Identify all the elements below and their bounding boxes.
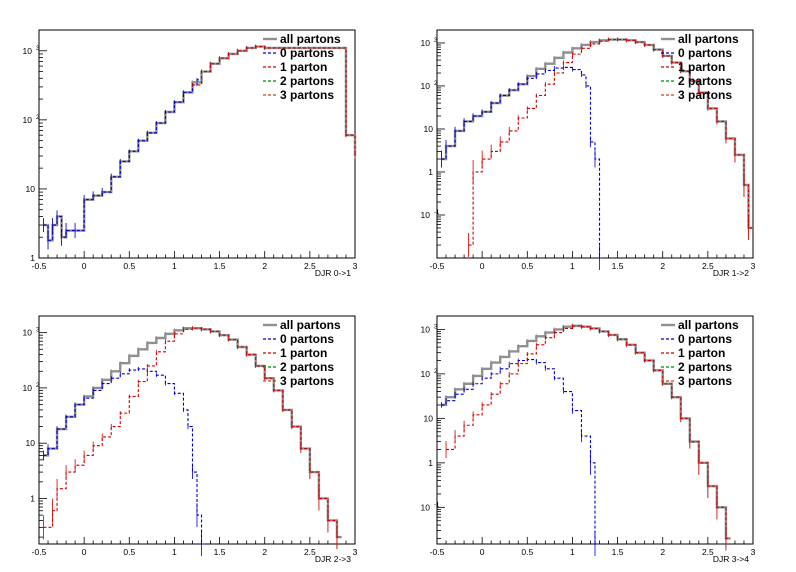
y-tick-label: 10 [421,324,431,334]
y-tick-label: 10 [424,413,434,423]
series-line [446,325,731,539]
legend-entry: 1 parton [678,60,725,74]
x-tick-label: 1.5 [214,261,226,271]
series-line [192,46,356,156]
y-tick-label: 1 [428,167,433,177]
y-tick-exponent: 3 [434,38,438,44]
legend-entry: all partons [678,32,739,46]
x-tick-label: 2.5 [702,261,714,271]
x-tick-label: 0 [480,261,485,271]
x-tick-label: 1.5 [612,547,624,557]
legend-entry: 1 parton [280,346,327,360]
y-tick-label: 10 [421,210,431,220]
series-line [43,79,202,241]
y-tick-label: 10 [421,81,431,91]
y-tick-exponent: 2 [36,383,40,389]
y-tick-exponent: 3 [36,328,40,334]
x-tick-label: 0 [480,547,485,557]
x-axis-label: DJR 1->2 [713,268,749,278]
x-axis-label: DJR 3->4 [713,554,749,564]
legend-entry: 3 partons [280,374,334,388]
y-tick-label: 10 [424,124,434,134]
y-tick-label: 1 [30,493,35,503]
x-tick-label: 2 [660,547,665,557]
y-tick-label: 1 [30,253,35,263]
y-tick-label: 10 [23,328,33,338]
x-tick-label: 3 [353,547,358,557]
legend-entry: all partons [280,32,341,46]
legend-entry: 1 parton [280,60,327,74]
x-tick-label: 0.5 [123,547,135,557]
legend-entry: all partons [678,318,739,332]
x-tick-label: 1 [570,547,575,557]
x-tick-label: 2.5 [702,547,714,557]
x-tick-label: -0.5 [430,547,445,557]
x-tick-label: -0.5 [32,261,47,271]
plot-frame [38,29,356,259]
y-tick-label: 10 [421,369,431,379]
y-tick-label: 1 [428,458,433,468]
legend-entry: 2 partons [678,74,732,88]
y-tick-label: 10 [23,383,33,393]
series-line [441,66,605,259]
y-tick-exponent: 2 [434,81,438,87]
x-tick-label: 0.5 [521,261,533,271]
y-tick-label: 10 [26,184,36,194]
legend-entry: 2 partons [280,360,334,374]
y-tick-exponent: 3 [434,324,438,330]
x-tick-label: 1 [570,261,575,271]
y-tick-exponent: 3 [36,46,40,52]
x-tick-label: 0 [82,547,87,557]
y-tick-label: 10 [421,38,431,48]
x-tick-label: 2 [660,261,665,271]
x-tick-label: 3 [353,261,358,271]
legend-entry: 1 parton [678,346,725,360]
legend-entry: all partons [280,318,341,332]
legend-entry: 0 partons [280,46,334,60]
x-axis-label: DJR 2->3 [315,554,351,564]
x-tick-label: 1.5 [214,547,226,557]
x-tick-label: 0.5 [123,261,135,271]
x-tick-label: -0.5 [430,261,445,271]
y-tick-label: 10 [23,115,33,125]
x-tick-label: 1 [172,547,177,557]
x-tick-label: 0.5 [521,547,533,557]
x-tick-label: 2.5 [304,547,316,557]
legend-entry: 3 partons [678,374,732,388]
series-line [441,358,600,545]
legend-entry: 2 partons [280,74,334,88]
y-tick-label: 10 [421,502,431,512]
x-tick-label: 2 [262,261,267,271]
legend-entry: 0 partons [678,332,732,346]
y-tick-label: 10 [26,438,36,448]
x-tick-label: -0.5 [32,547,47,557]
x-tick-label: 2 [262,547,267,557]
x-axis-label: DJR 0->1 [315,268,351,278]
x-tick-label: 1.5 [612,261,624,271]
series-line [43,368,207,545]
x-tick-label: 2.5 [304,261,316,271]
x-tick-label: 3 [751,547,756,557]
legend-entry: 3 partons [678,88,732,102]
x-tick-label: 3 [751,261,756,271]
x-tick-label: 1 [172,261,177,271]
legend-entry: 0 partons [678,46,732,60]
legend-entry: 2 partons [678,360,732,374]
y-tick-exponent: 2 [36,115,40,121]
y-tick-label: 10 [23,46,33,56]
x-tick-label: 0 [82,261,87,271]
y-tick-exponent: 2 [434,369,438,375]
y-tick-exponent: -1 [434,502,440,508]
y-tick-exponent: -1 [434,210,440,216]
legend-entry: 0 partons [280,332,334,346]
legend-entry: 3 partons [280,88,334,102]
